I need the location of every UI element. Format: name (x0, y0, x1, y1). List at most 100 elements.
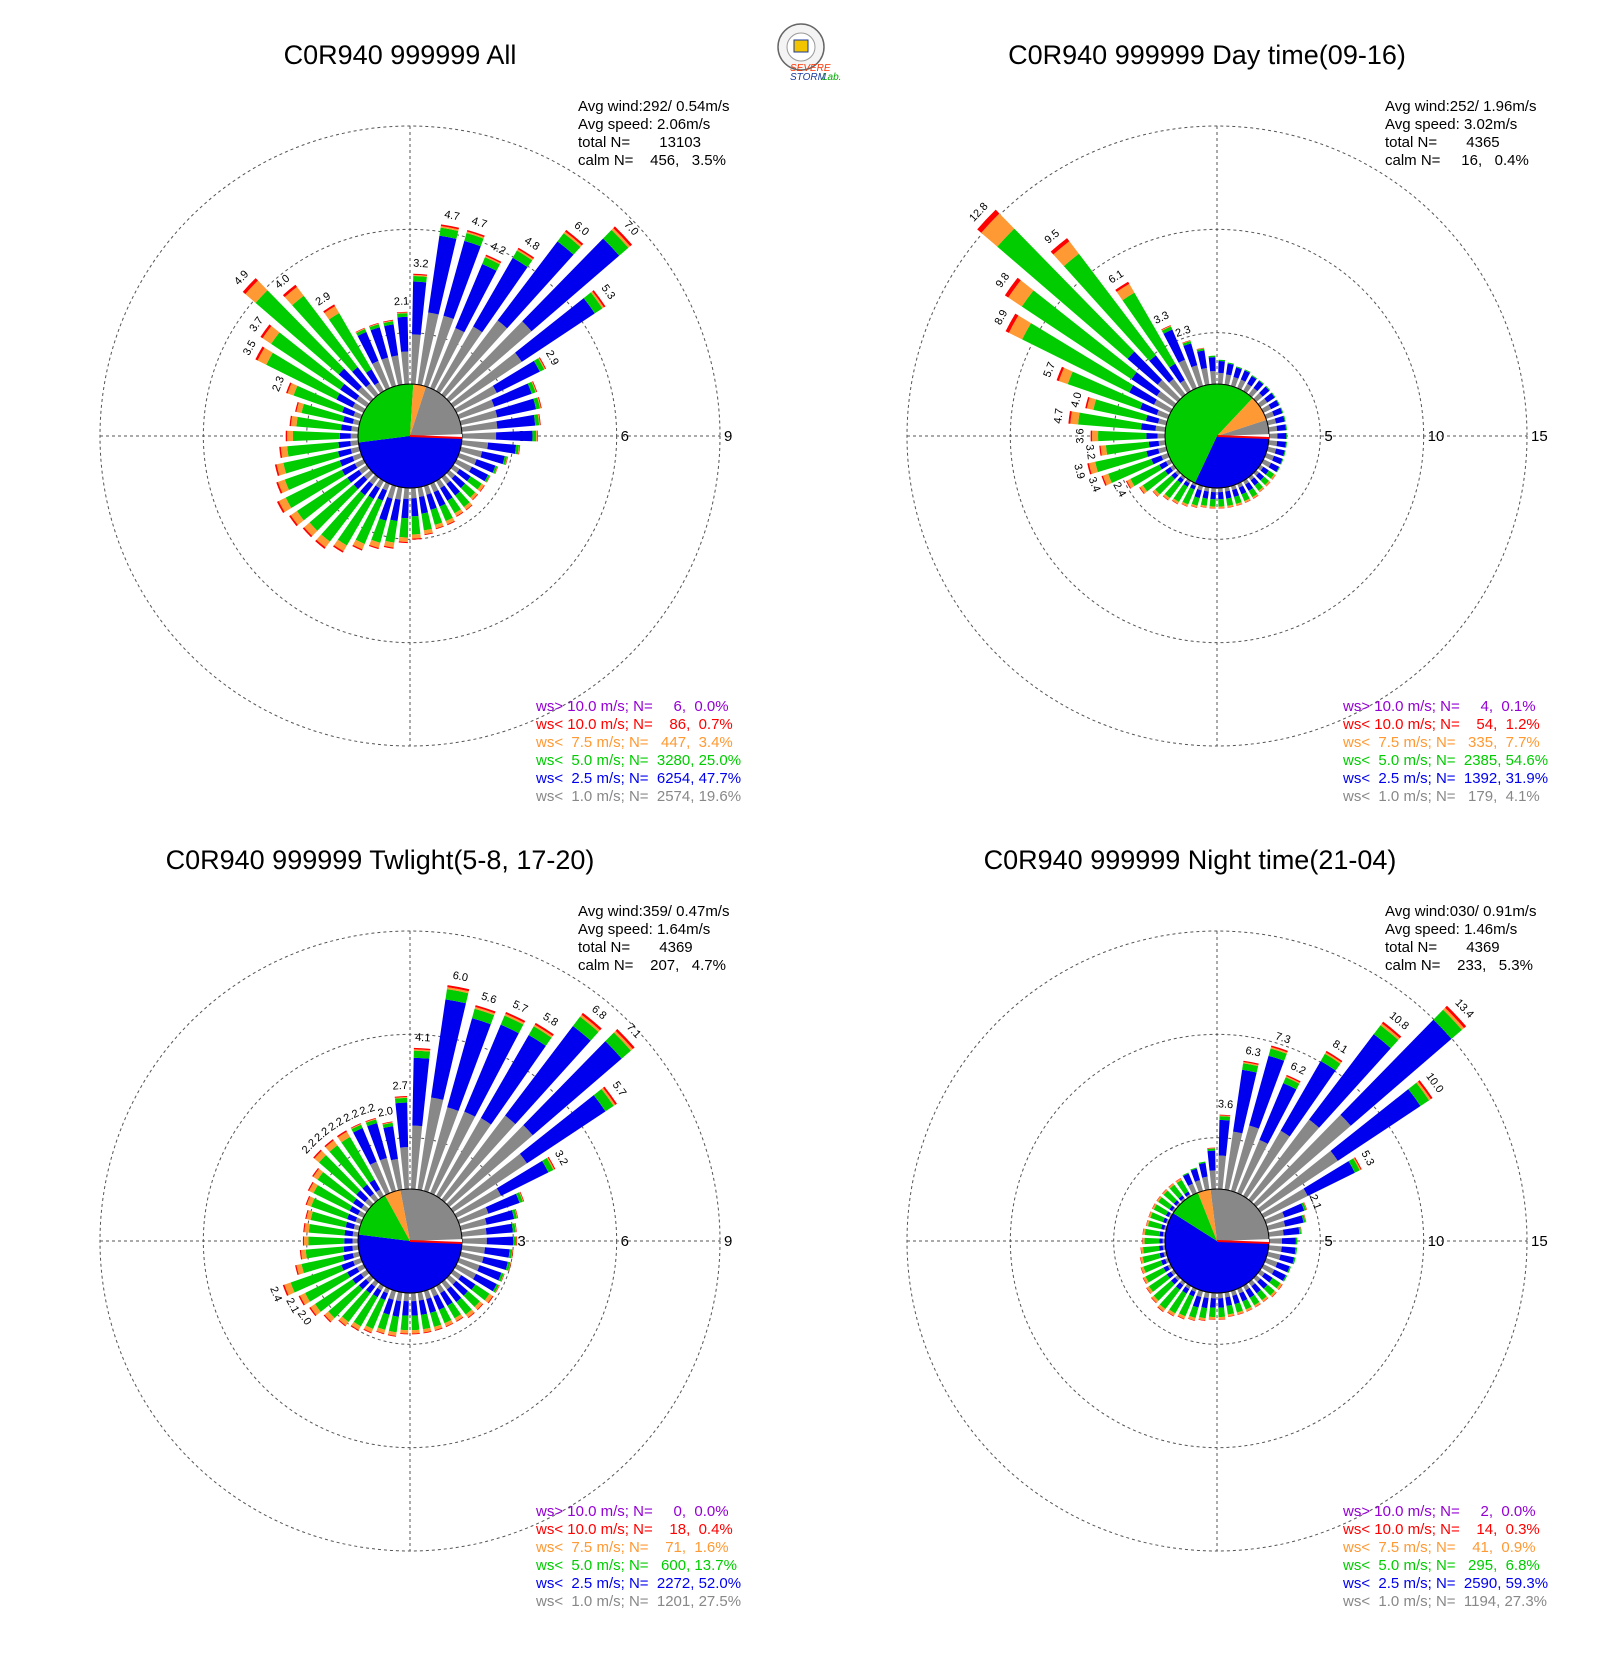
bar-value-label: 2.4 (1110, 480, 1128, 499)
bar-segment (1259, 488, 1265, 493)
bar-segment (1200, 497, 1208, 506)
bar-segment (1218, 507, 1225, 509)
bar-segment (1244, 369, 1251, 373)
direction-bar (1261, 1264, 1288, 1282)
bar-segment (350, 1325, 359, 1331)
bar-segment (295, 1265, 299, 1276)
direction-bar (430, 482, 455, 526)
bar-segment (601, 1087, 616, 1106)
bar-segment (1194, 1180, 1204, 1193)
bar-segment (435, 1283, 445, 1294)
bar-segment (341, 1289, 371, 1322)
direction-bar (1208, 1292, 1216, 1320)
bar-segment (1266, 418, 1277, 426)
direction-bar (398, 487, 409, 544)
direction-bar (1142, 1264, 1173, 1285)
bar-segment (467, 476, 482, 490)
bar-segment (305, 1246, 345, 1259)
panel-title: C0R940 999999 Twlight(5-8, 17-20) (166, 845, 595, 875)
bar-segment (356, 1264, 366, 1272)
bar-segment (440, 1290, 453, 1306)
bar-segment (305, 1272, 351, 1302)
legend-entry: ws< 10.0 m/s; N= 18, 0.4% (535, 1521, 733, 1538)
bar-segment (1268, 433, 1278, 439)
bar-segment (1176, 1202, 1181, 1208)
bar-value-label: 4.7 (1052, 408, 1066, 425)
bar-segment (341, 424, 352, 432)
bar-segment (511, 1249, 513, 1259)
direction-bar (1261, 399, 1280, 413)
bar-segment (278, 497, 292, 513)
bar-segment (1353, 1157, 1361, 1171)
bar-segment (1150, 1212, 1165, 1223)
bar-segment (1303, 1161, 1355, 1197)
bar-segment (1198, 1161, 1206, 1165)
bar-segment (459, 410, 498, 426)
bar-segment (981, 213, 1015, 247)
bar-segment (536, 430, 538, 442)
bar-segment (1142, 470, 1169, 492)
direction-bar (313, 1149, 374, 1208)
bar-segment (395, 1102, 409, 1148)
bar-segment (363, 1325, 374, 1333)
bar-segment (1021, 290, 1137, 380)
bar-segment (338, 368, 362, 392)
bar-segment (1309, 1034, 1391, 1128)
bar-value-label: 3.2 (413, 258, 429, 271)
bar-segment (1218, 487, 1223, 493)
lab-seal-emblem-icon (793, 39, 809, 53)
bar-segment (296, 477, 352, 521)
bar-segment (1172, 498, 1179, 504)
total-n-stat: total N= 4369 (578, 939, 693, 956)
bar-segment (435, 1118, 492, 1199)
bar-segment (344, 1229, 354, 1237)
bar-segment (1140, 1247, 1144, 1254)
bar-segment (370, 1161, 390, 1195)
bar-segment (1127, 351, 1163, 385)
bar-segment (344, 1238, 353, 1244)
bar-segment (423, 1331, 432, 1334)
direction-bar (1253, 469, 1271, 487)
bar-segment (1417, 1080, 1433, 1100)
bar-segment (1142, 1228, 1146, 1235)
calm-n-stat: calm N= 16, 0.4% (1385, 152, 1529, 169)
bar-segment (430, 328, 465, 390)
direction-bar (430, 254, 502, 390)
bar-segment (484, 1247, 510, 1258)
bar-segment (1194, 488, 1202, 499)
bar-segment (305, 1209, 309, 1220)
bar-segment (457, 399, 495, 419)
direction-bar (1139, 464, 1177, 495)
panel-day-time: C0R940 999999 Day time(09-16) Avg wind:2… (906, 40, 1548, 805)
bar-segment (1171, 1207, 1177, 1213)
bar-segment (376, 1330, 385, 1335)
bar-segment (1244, 498, 1251, 503)
bar-segment (1268, 1048, 1287, 1061)
bar-segment (519, 1192, 524, 1202)
bar-segment (1330, 1089, 1421, 1161)
bar-segment (1056, 366, 1065, 382)
calm-slice (1217, 419, 1269, 436)
direction-bar (299, 1245, 359, 1260)
bar-segment (388, 1289, 397, 1300)
bar-segment (1162, 495, 1169, 501)
bar-segment (1253, 1114, 1351, 1208)
bar-segment (1207, 1148, 1216, 1152)
bar-segment (1050, 238, 1070, 255)
bar-segment (290, 415, 298, 427)
bar-value-label: 5.7 (1041, 360, 1058, 379)
legend-entry: ws< 1.0 m/s; N= 1194, 27.3% (1342, 1593, 1547, 1610)
bar-segment (605, 1032, 631, 1059)
bar-segment (1182, 1172, 1189, 1177)
legend-entry: ws< 2.5 m/s; N= 2272, 52.0% (535, 1575, 741, 1592)
direction-bar (365, 1117, 397, 1193)
bar-segment (1181, 501, 1189, 507)
bar-value-label: 4.7 (470, 215, 488, 231)
bar-segment (1340, 1019, 1452, 1126)
bar-segment (374, 382, 385, 394)
bar-segment (1189, 1289, 1196, 1297)
bar-segment (397, 313, 408, 318)
bar-segment (1171, 472, 1179, 480)
bar-segment (337, 1131, 350, 1143)
bar-segment (1272, 407, 1283, 417)
